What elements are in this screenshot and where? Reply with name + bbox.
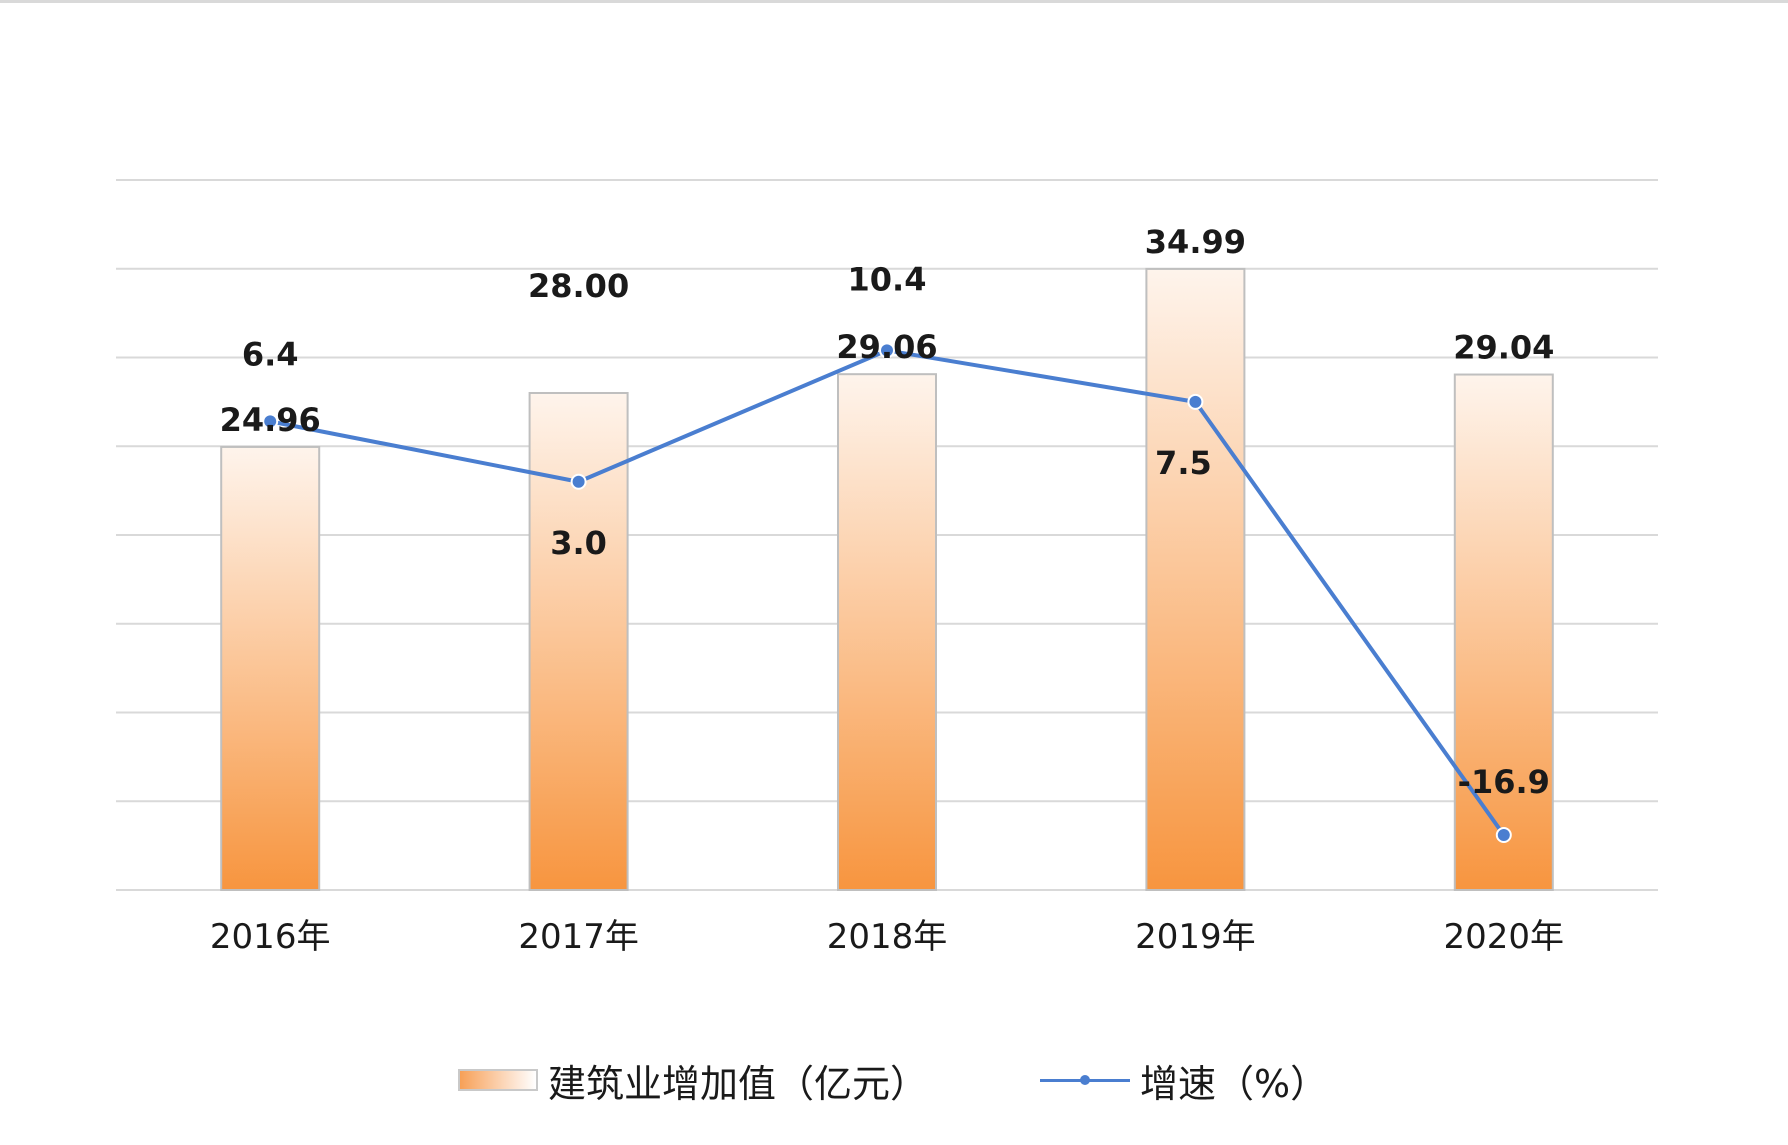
gridlines bbox=[116, 179, 1658, 891]
x-tick-label: 2019年 bbox=[1135, 917, 1256, 957]
line-value-label: 7.5 bbox=[1155, 444, 1212, 482]
line-point bbox=[1495, 826, 1512, 843]
bar-value-label: 34.99 bbox=[1145, 223, 1246, 261]
bar-value-label: 28.00 bbox=[528, 267, 629, 305]
legend-item-bar: 建筑业增加值（亿元） bbox=[458, 1050, 928, 1110]
legend-line-swatch bbox=[1040, 1069, 1130, 1091]
line-point bbox=[879, 342, 895, 359]
x-tick-label: 2017年 bbox=[518, 917, 639, 957]
bar-value-label: 24.96 bbox=[220, 401, 321, 439]
x-axis-ticks: 2016年 2017年 2018年 2019年 2020年 bbox=[210, 917, 1564, 957]
line-value-label: 3.0 bbox=[550, 524, 607, 562]
line-point bbox=[1187, 393, 1204, 410]
x-tick-label: 2018年 bbox=[827, 917, 948, 957]
legend-bar-swatch bbox=[458, 1069, 538, 1091]
line-point bbox=[262, 413, 279, 430]
line-value-label: 10.4 bbox=[848, 260, 927, 298]
legend-label-bar: 建筑业增加值（亿元） bbox=[548, 1061, 929, 1106]
bar-value-label: 29.06 bbox=[836, 328, 937, 366]
bar bbox=[220, 445, 321, 891]
chart-top-border bbox=[0, 0, 1788, 3]
bar bbox=[1145, 267, 1246, 891]
line-value-label: -16.9 bbox=[1458, 763, 1550, 801]
line-series bbox=[262, 342, 1512, 843]
legend-item-line: 增速（%） bbox=[1040, 1050, 1328, 1110]
data-labels: 24.96 28.00 29.06 34.99 29.04 6.4 3.0 10.4 7.5 -1… bbox=[220, 223, 1555, 801]
bar bbox=[837, 373, 937, 891]
legend: 建筑业增加值（亿元） 增速（%） bbox=[0, 1050, 1788, 1110]
x-tick-label: 2016年 bbox=[210, 917, 331, 957]
bar bbox=[1453, 373, 1554, 892]
line-point bbox=[570, 473, 587, 490]
bar-value-label: 29.04 bbox=[1453, 329, 1554, 367]
line-value-label: 6.4 bbox=[242, 335, 299, 373]
x-tick-label: 2020年 bbox=[1444, 917, 1565, 957]
legend-label-line: 增速（%） bbox=[1140, 1061, 1329, 1106]
